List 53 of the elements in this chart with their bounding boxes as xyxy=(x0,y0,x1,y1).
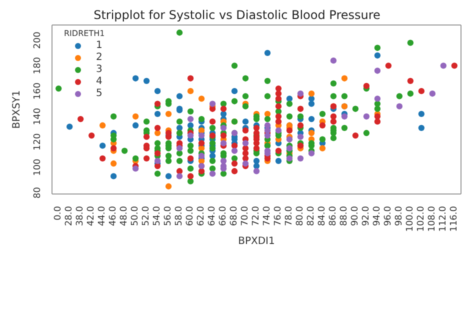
legend-title: RIDRETH1 xyxy=(64,28,105,40)
x-tick-label: 66.0 xyxy=(218,206,229,226)
x-tick-label: 76.0 xyxy=(273,206,284,226)
x-tick-label: 108.0 xyxy=(427,206,438,232)
y-axis-title: BPXSY1 xyxy=(12,90,23,129)
x-tick-label: 38.0 xyxy=(76,206,86,226)
x-tick-label: 102.0 xyxy=(416,206,426,232)
x-tick-label: 60.0 xyxy=(186,206,196,226)
x-tick-label: 84.0 xyxy=(317,206,328,226)
x-tick-label: 112.0 xyxy=(438,206,448,232)
x-tick-label: 50.0 xyxy=(130,206,141,226)
x-tick-label: 86.0 xyxy=(328,206,338,226)
x-tick-label: 48.0 xyxy=(120,206,130,226)
x-tick-label: 98.0 xyxy=(394,206,404,226)
chart-title: Stripplot for Systolic vs Diastolic Blood Pressure xyxy=(92,8,382,22)
x-tick-label: 64.0 xyxy=(208,206,218,226)
legend-label: 2 xyxy=(96,52,102,64)
x-tick-label: 80.0 xyxy=(295,206,306,226)
x-tick-label: 96.0 xyxy=(383,206,394,226)
y-tick-label: 100 xyxy=(33,158,43,176)
y-tick-label: 160 xyxy=(33,82,43,100)
x-tick-label: 116.0 xyxy=(449,206,460,232)
y-tick-label: 140 xyxy=(33,108,43,126)
x-tick-label: 68.0 xyxy=(230,206,240,226)
x-tick-label: 82.0 xyxy=(306,206,316,226)
x-tick-label: 72.0 xyxy=(252,206,262,226)
y-tick-label: 180 xyxy=(33,56,43,74)
x-tick-label: 56.0 xyxy=(164,206,174,226)
x-tick-label: 28.0 xyxy=(64,206,75,226)
x-axis-title: BPXDI1 xyxy=(238,236,275,247)
x-tick-label: 42.0 xyxy=(86,206,97,226)
x-tick-label: 62.0 xyxy=(196,206,207,226)
x-tick-label: 74.0 xyxy=(262,206,272,226)
x-tick-label: 88.0 xyxy=(339,206,350,226)
x-tick-label: 92.0 xyxy=(361,206,372,226)
legend-label: 1 xyxy=(96,40,102,52)
legend-label: 5 xyxy=(96,88,102,100)
x-tick-label: 58.0 xyxy=(174,206,185,226)
y-tick-label: 120 xyxy=(33,133,43,150)
x-tick-label: 0.0 xyxy=(54,206,64,220)
y-tick-label: 200 xyxy=(33,31,43,49)
x-tick-label: 52.0 xyxy=(142,206,152,226)
x-tick-label: 100.0 xyxy=(405,206,416,232)
x-tick-label: 54.0 xyxy=(152,206,163,226)
x-tick-label: 46.0 xyxy=(108,206,119,226)
x-tick-label: 70.0 xyxy=(240,206,251,226)
legend-label: 4 xyxy=(96,76,102,88)
x-tick-label: 90.0 xyxy=(350,206,360,226)
x-tick-label: 78.0 xyxy=(284,206,294,226)
x-tick-label: 94.0 xyxy=(372,206,382,226)
y-tick-label: 80 xyxy=(33,186,43,198)
x-tick-label: 44.0 xyxy=(98,206,108,226)
legend-label: 3 xyxy=(96,64,102,76)
